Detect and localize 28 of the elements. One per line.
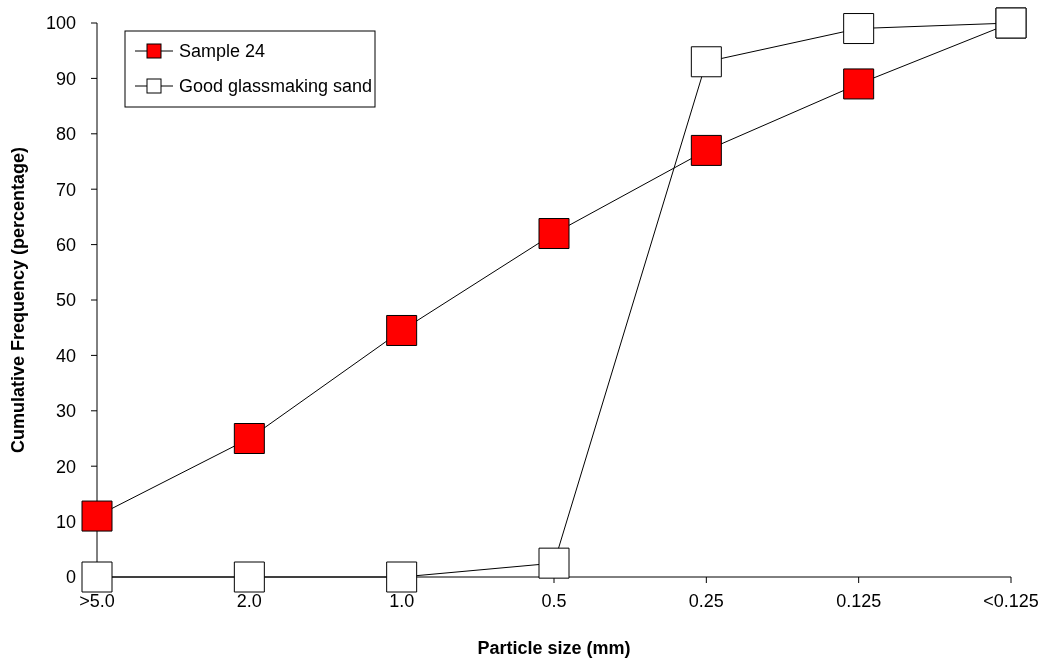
legend-label: Sample 24	[179, 41, 266, 62]
point	[538, 218, 570, 250]
x-tick-label: <0.125	[983, 591, 1039, 611]
x-tick-label: 1.0	[389, 591, 415, 611]
y-tick-label: 100	[45, 13, 76, 34]
x-tick-label: 0.5	[541, 591, 567, 611]
point	[690, 134, 722, 166]
y-tick-label: 10	[55, 511, 76, 532]
y-tick-label: 50	[55, 290, 76, 311]
y-tick-label: 70	[55, 179, 76, 200]
x-tick-label: >5.0	[79, 591, 115, 611]
point	[843, 68, 875, 100]
y-axis-title: Cumulative Frequency (percentage)	[8, 146, 28, 454]
y-tick-label: 0	[65, 567, 76, 588]
point	[386, 314, 418, 346]
x-tick-label: 0.125	[836, 591, 882, 611]
y-tick-label: 30	[55, 401, 76, 422]
y-tick-label: 20	[55, 456, 76, 477]
y-tick-label: 90	[55, 68, 76, 89]
point	[81, 500, 113, 532]
point	[233, 423, 265, 454]
y-tick-label: 60	[55, 234, 76, 255]
y-tick-label: 80	[55, 124, 76, 145]
y-tick-label: 40	[55, 345, 76, 366]
x-axis-title: Particle size (mm)	[477, 638, 631, 658]
legend-label: Good glassmaking sand	[179, 76, 373, 97]
x-tick-label: 2.0	[236, 591, 262, 611]
x-tick-label: 0.25	[688, 591, 724, 611]
